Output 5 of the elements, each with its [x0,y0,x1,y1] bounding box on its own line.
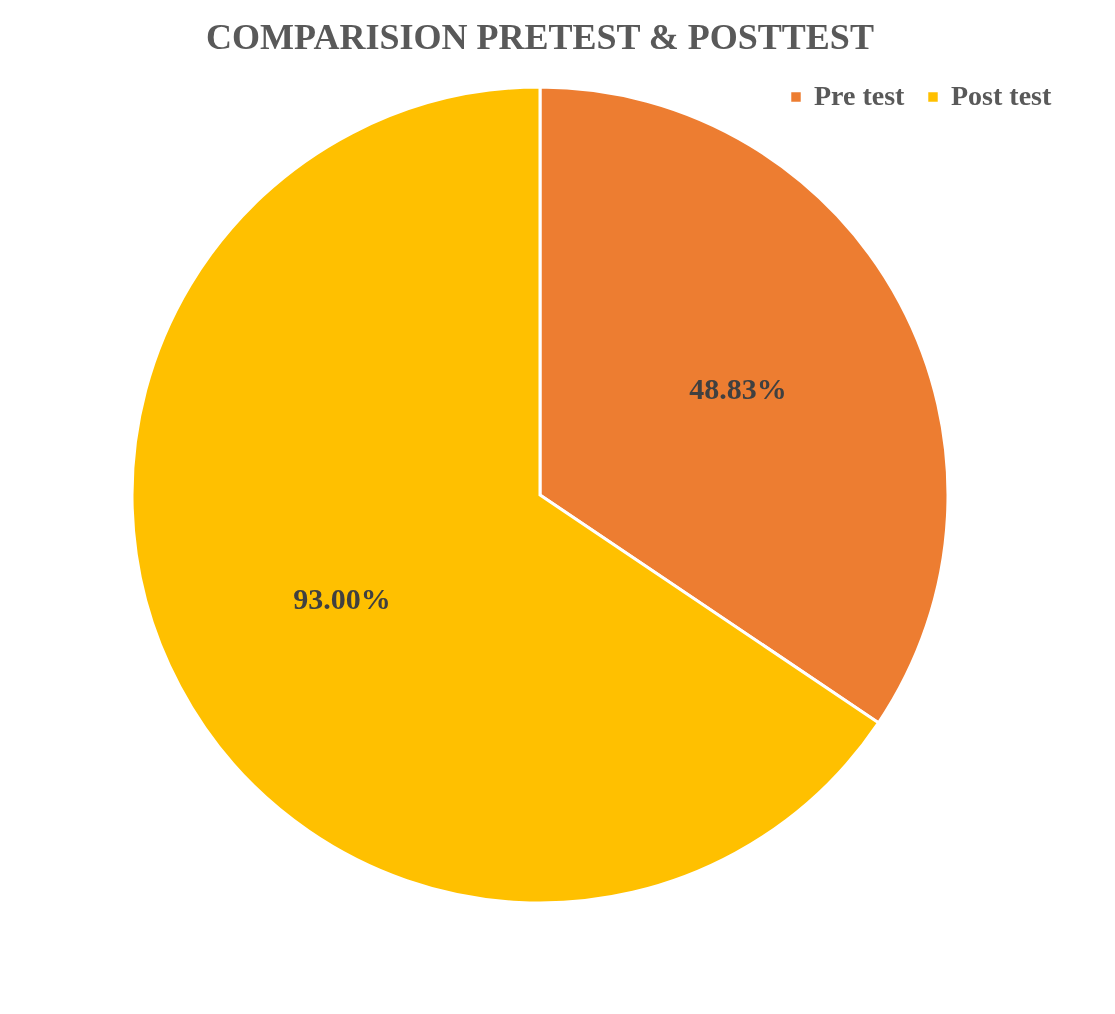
legend-label: Post test [951,80,1052,111]
legend-label: Pre test [814,80,906,111]
data-label: 93.00% [293,582,391,616]
data-label: 48.83% [689,371,787,405]
chart-title: COMPARISION PRETEST & POSTTEST [206,17,874,57]
